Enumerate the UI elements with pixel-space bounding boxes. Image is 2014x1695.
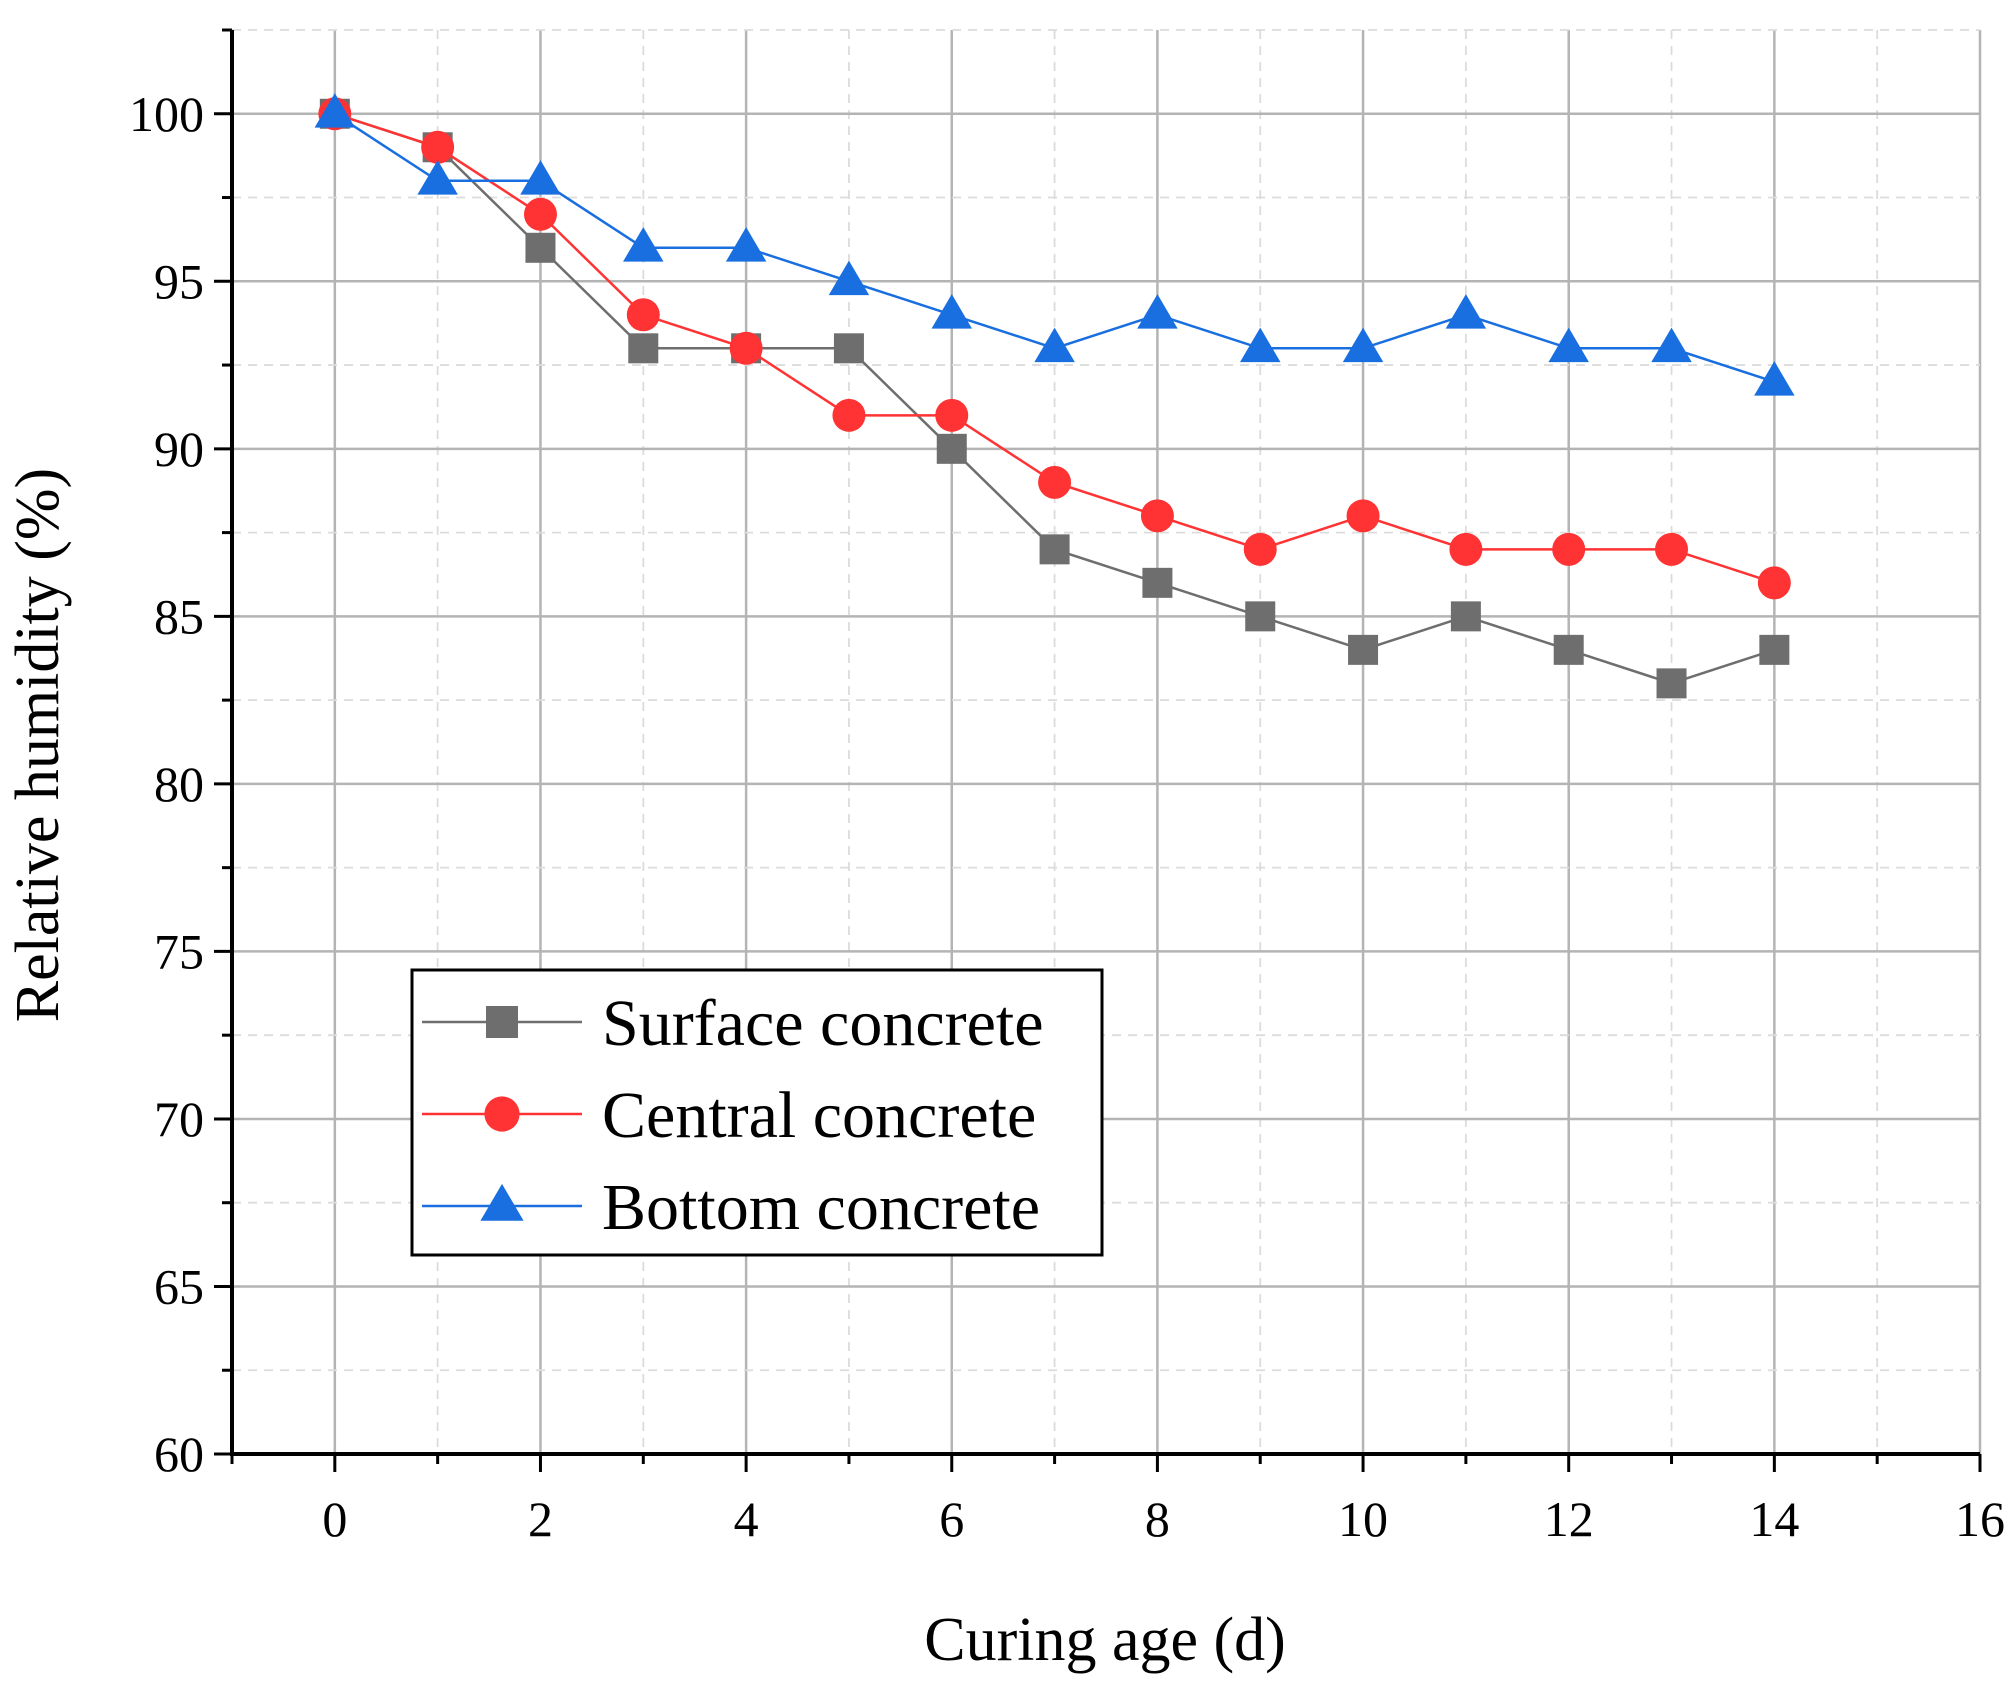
data-point <box>828 260 870 296</box>
data-point <box>314 93 356 128</box>
data-point <box>1342 327 1384 363</box>
x-tick-label: 2 <box>528 1491 553 1547</box>
data-point <box>1038 465 1072 499</box>
x-tick-label: 10 <box>1338 1491 1388 1547</box>
data-point <box>525 232 556 263</box>
data-point <box>523 197 557 231</box>
series-layer <box>314 93 1795 699</box>
x-tick-label: 12 <box>1544 1491 1594 1547</box>
x-tick-label: 14 <box>1749 1491 1799 1547</box>
legend-marker <box>484 1096 520 1132</box>
data-point <box>931 294 973 329</box>
grid-layer <box>232 29 1982 1454</box>
legend-marker <box>486 1006 518 1038</box>
y-tick-label: 75 <box>154 923 204 979</box>
x-tick-label: 8 <box>1145 1491 1170 1547</box>
data-point <box>421 130 455 164</box>
legend: Surface concrete Central concrete Bottom c… <box>410 968 1104 1257</box>
data-point <box>628 333 659 364</box>
x-tick-label: 0 <box>322 1491 347 1547</box>
y-tick-label: 85 <box>154 588 204 644</box>
data-point <box>520 160 561 195</box>
data-point <box>1655 532 1689 566</box>
data-point <box>417 160 458 195</box>
y-tick-label: 70 <box>154 1091 204 1147</box>
data-point <box>1651 327 1692 363</box>
data-point <box>1239 327 1281 363</box>
data-point <box>1034 327 1075 363</box>
axes-layer: 0 2 4 6 8 10 12 14 16 60 65 70 75 80 85 90 95 100 <box>129 28 2005 1547</box>
data-point <box>623 227 664 262</box>
data-point <box>832 398 866 432</box>
data-point <box>936 433 967 464</box>
data-point <box>1137 294 1178 329</box>
data-point <box>1757 566 1791 600</box>
data-point <box>1450 601 1481 632</box>
y-tick-label: 60 <box>154 1426 204 1482</box>
data-point <box>1140 499 1174 533</box>
x-tick-label: 16 <box>1955 1491 2005 1547</box>
data-point <box>725 227 767 262</box>
data-point <box>1243 532 1277 566</box>
data-point <box>1348 634 1379 665</box>
data-point <box>1449 532 1483 566</box>
y-tick-label: 80 <box>154 756 204 812</box>
x-tick-label: 6 <box>939 1491 964 1547</box>
data-point <box>729 331 763 365</box>
y-tick-label: 65 <box>154 1258 204 1314</box>
data-point <box>626 298 660 332</box>
series-square <box>319 98 1790 699</box>
data-point <box>833 333 864 364</box>
x-tick-label: 4 <box>734 1491 759 1547</box>
data-point <box>1656 668 1687 699</box>
y-tick-label: 95 <box>154 253 204 309</box>
legend-label: Central concrete <box>602 1079 1036 1152</box>
data-point <box>1346 499 1380 533</box>
data-point <box>1039 534 1070 565</box>
data-point <box>1759 634 1790 665</box>
series-triangle <box>314 93 1795 396</box>
data-point <box>1754 361 1795 396</box>
data-point <box>935 398 969 432</box>
data-point <box>1445 294 1487 329</box>
legend-marker <box>480 1183 524 1221</box>
data-point <box>1553 634 1584 665</box>
x-axis-title: Curing age (d) <box>924 1606 1286 1674</box>
data-point <box>1142 567 1173 598</box>
y-tick-label: 100 <box>129 86 204 142</box>
y-tick-label: 90 <box>154 421 204 477</box>
legend-label: Surface concrete <box>602 987 1044 1060</box>
data-point <box>1552 532 1586 566</box>
data-point <box>1245 601 1276 632</box>
legend-label: Bottom concrete <box>602 1171 1040 1244</box>
data-point <box>1548 327 1589 363</box>
y-axis-title: Relative humidity (%) <box>4 468 72 1022</box>
legend-box <box>410 968 1104 1257</box>
